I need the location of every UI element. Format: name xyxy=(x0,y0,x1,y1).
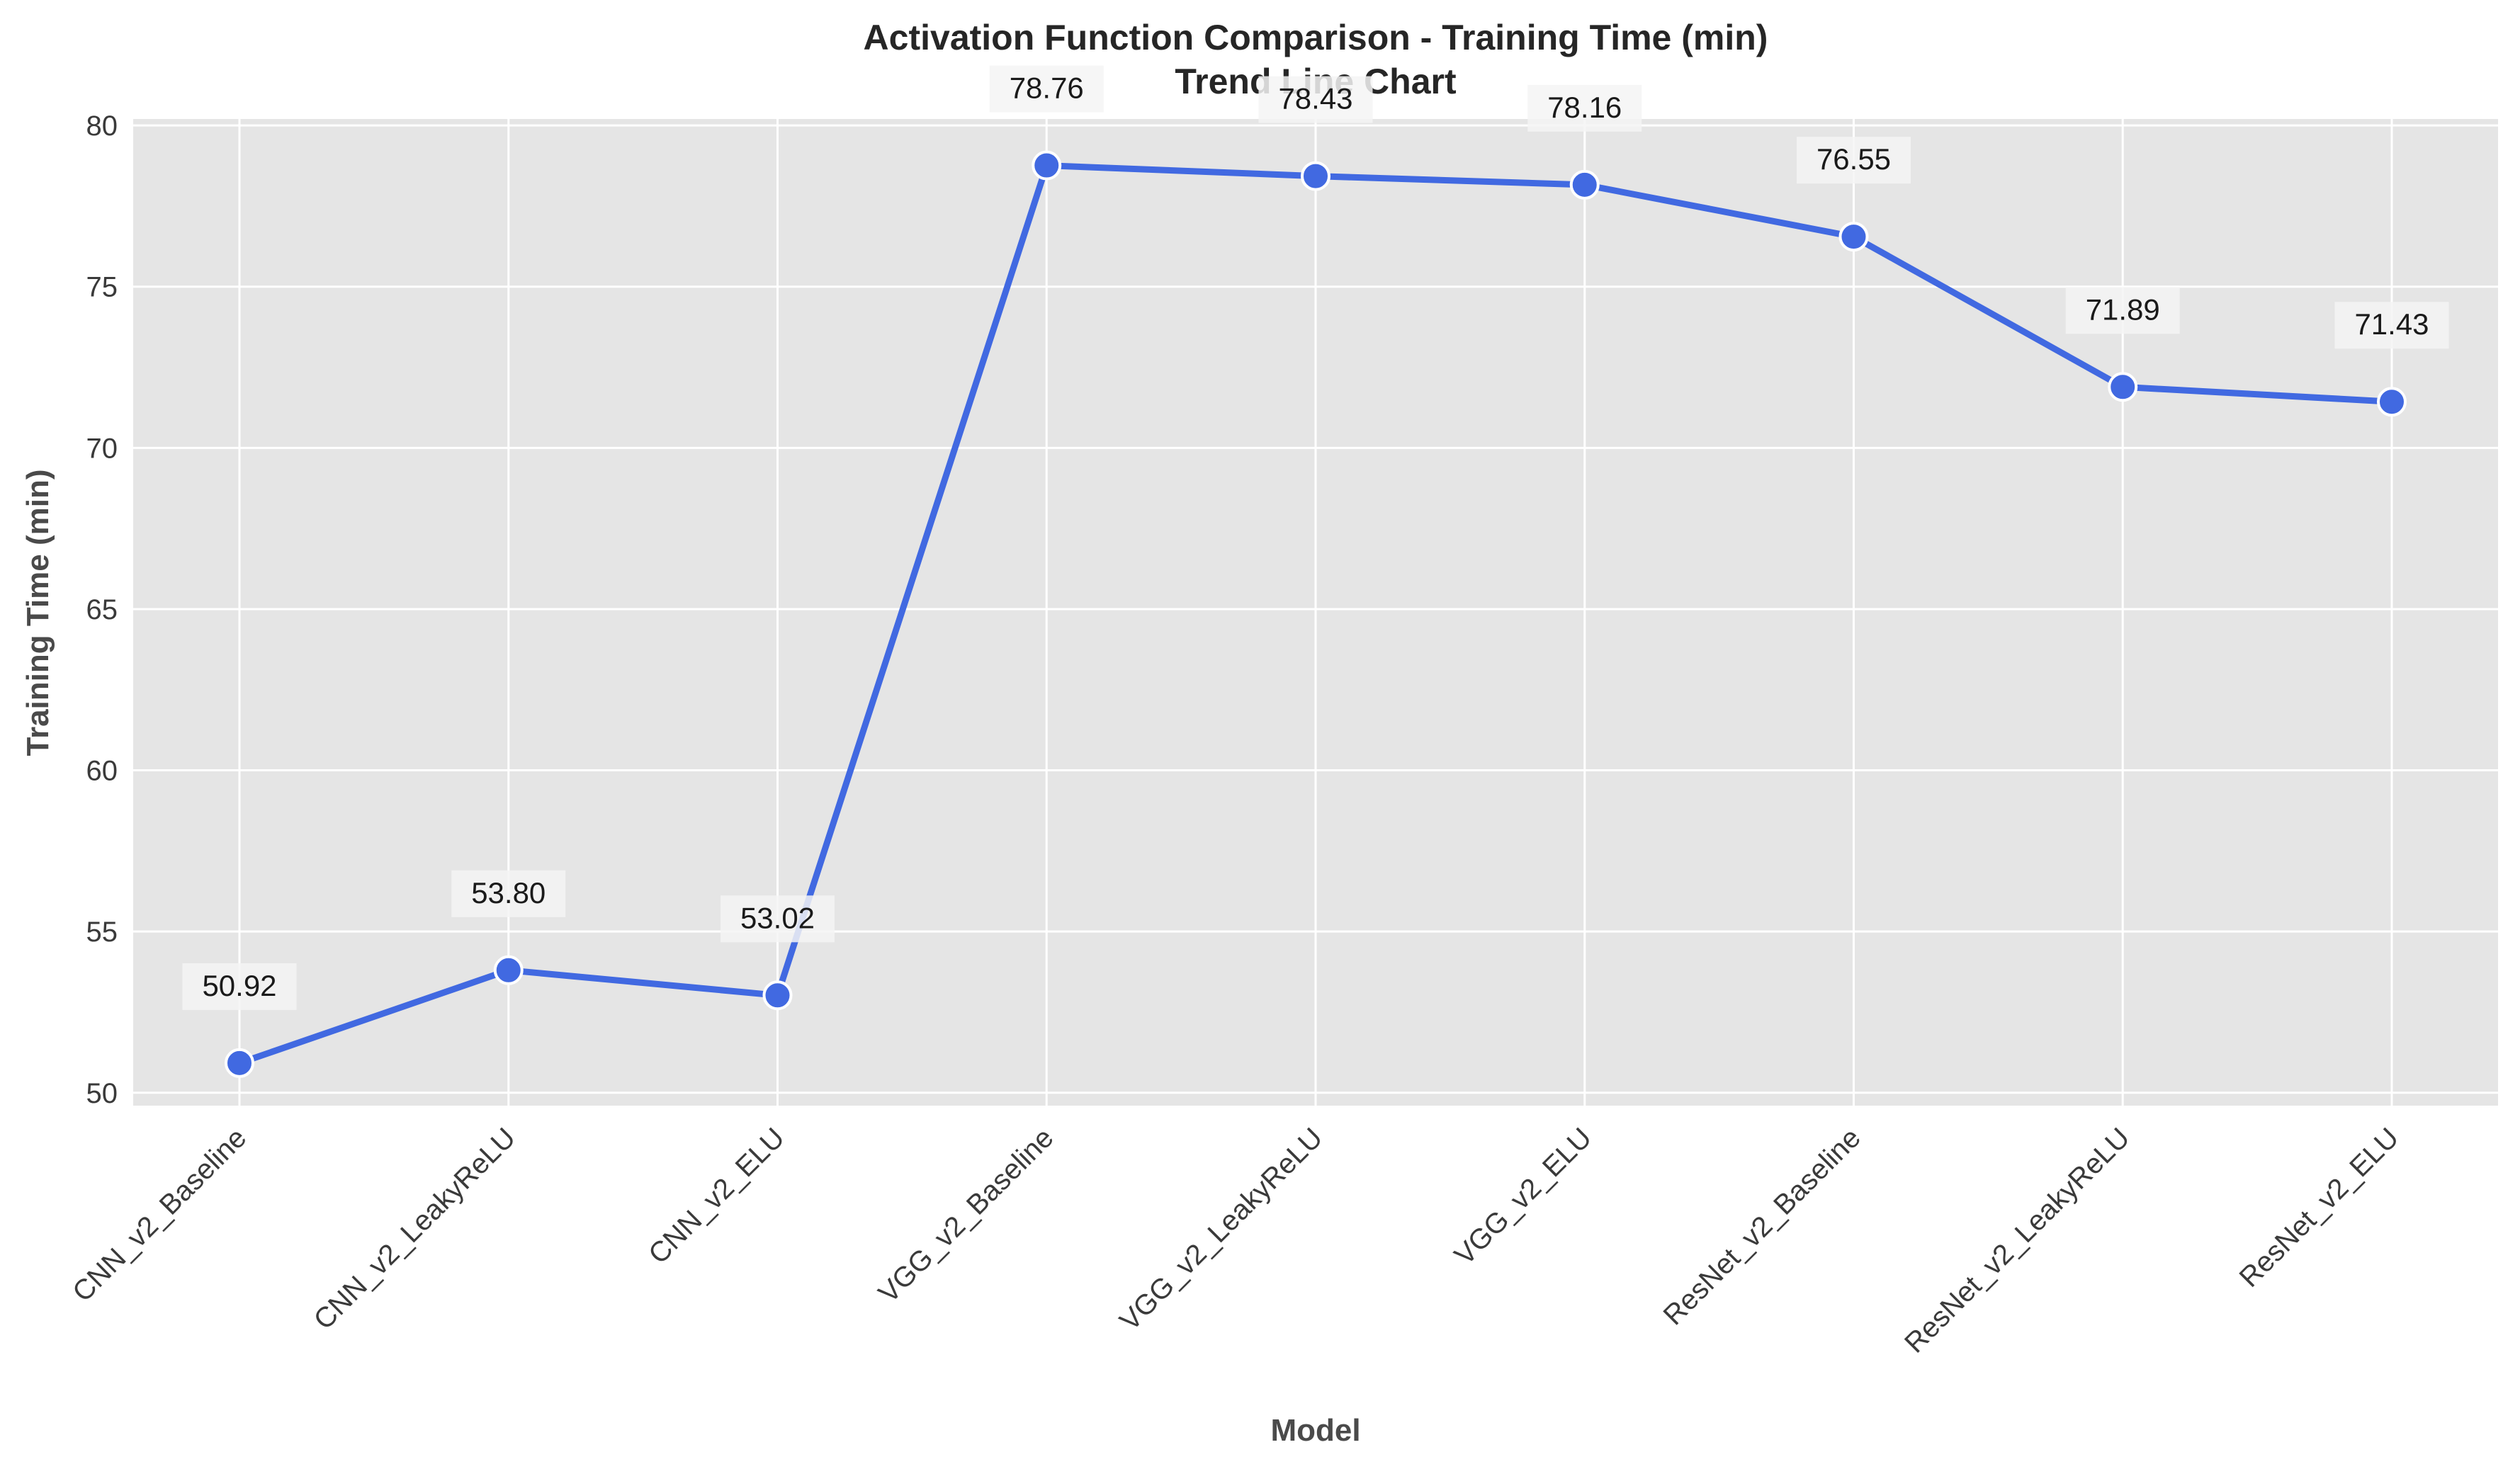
x-tick-labels: CNN_v2_Baseline CNN_v2_LeakyReLU CNN_v2_EL… xyxy=(67,1122,2405,1359)
data-label: 50.92 xyxy=(202,969,276,1002)
data-label: 78.43 xyxy=(1278,82,1352,115)
x-tick-label: CNN_v2_Baseline xyxy=(67,1122,252,1308)
data-point xyxy=(1032,150,1062,181)
x-axis-label: Model xyxy=(1270,1413,1360,1448)
data-label: 78.76 xyxy=(1010,72,1084,105)
data-label-box xyxy=(721,895,835,943)
data-labels: 50.92 53.80 53.02 78.76 78.43 78.16 76.55 71.89… xyxy=(182,65,2449,1010)
data-label-box xyxy=(989,65,1104,113)
series-training-time xyxy=(225,150,2407,1078)
data-label: 78.16 xyxy=(1547,91,1622,124)
y-tick-label: 70 xyxy=(86,433,118,464)
x-tick-label: ResNet_v2_Baseline xyxy=(1658,1122,1867,1331)
data-label-box xyxy=(182,963,297,1010)
data-point xyxy=(1301,161,1330,191)
data-label: 71.89 xyxy=(2086,293,2160,326)
data-label: 53.02 xyxy=(740,901,815,934)
y-tick-label: 55 xyxy=(86,917,118,948)
x-tick-label: ResNet_v2_LeakyReLU xyxy=(1899,1122,2136,1359)
y-tick-label: 75 xyxy=(86,272,118,303)
chart-title: Activation Function Comparison - Trainin… xyxy=(864,18,1768,57)
data-point xyxy=(225,1048,254,1078)
data-label-box xyxy=(1797,137,1911,184)
data-label: 71.43 xyxy=(2354,307,2429,341)
data-label-box xyxy=(2065,287,2180,334)
data-point xyxy=(493,955,524,985)
y-tick-labels: 50 55 60 65 70 75 80 xyxy=(86,110,118,1109)
y-tick-label: 50 xyxy=(86,1078,118,1109)
data-point xyxy=(762,980,793,1011)
x-tick-label: VGG_v2_LeakyReLU xyxy=(1114,1122,1328,1337)
data-label-box xyxy=(1527,84,1642,132)
data-point xyxy=(1569,169,1600,200)
data-label-box xyxy=(1258,76,1373,123)
data-point xyxy=(1838,222,1869,252)
y-tick-label: 80 xyxy=(86,110,118,142)
y-tick-label: 65 xyxy=(86,594,118,625)
y-axis-label: Training Time (min) xyxy=(21,469,55,756)
data-label-box xyxy=(451,870,566,917)
data-label: 53.80 xyxy=(471,876,546,909)
data-label-box xyxy=(2334,302,2449,349)
data-label: 76.55 xyxy=(1816,142,1891,176)
data-point xyxy=(2108,372,2138,402)
x-tick-label: VGG_v2_Baseline xyxy=(873,1122,1060,1309)
x-tick-label: CNN_v2_ELU xyxy=(643,1122,791,1270)
x-tick-label: CNN_v2_LeakyReLU xyxy=(308,1122,522,1336)
grid-lines xyxy=(133,119,2498,1106)
x-tick-label: VGG_v2_ELU xyxy=(1449,1122,1598,1271)
data-point xyxy=(2377,387,2407,417)
y-tick-label: 60 xyxy=(86,756,118,787)
x-tick-label: ResNet_v2_ELU xyxy=(2234,1122,2405,1293)
